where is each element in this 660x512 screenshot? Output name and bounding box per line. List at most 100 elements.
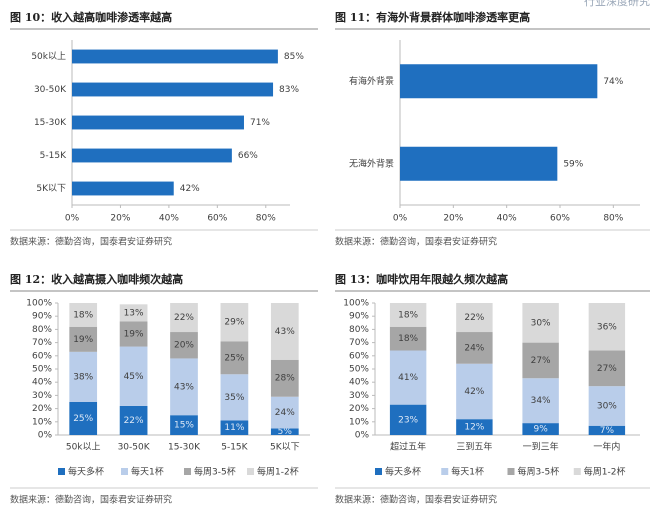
value-label: 43% [174, 382, 194, 392]
y-tick-label: 40% [349, 378, 369, 388]
legend-swatch [58, 468, 65, 475]
value-label: 45% [124, 372, 144, 382]
chart-source: 数据来源：德勤咨询，国泰君安证券研究 [335, 494, 497, 506]
chart-title: 图 12：收入越高摄入咖啡频次越高 [10, 272, 183, 286]
x-tick-label: 40% [159, 214, 179, 224]
legend-label: 每天多杯 [385, 466, 421, 478]
y-tick-label: 30% [32, 391, 52, 401]
x-tick-label: 80% [603, 214, 623, 224]
value-label: 71% [250, 118, 270, 128]
legend-swatch [247, 468, 254, 475]
legend-label: 每周3-5杯 [194, 466, 236, 478]
bar-segment [170, 358, 198, 416]
bar-segment [522, 342, 559, 379]
value-label: 24% [275, 408, 295, 418]
x-tick-label: 60% [550, 214, 570, 224]
bar-segment [69, 303, 98, 327]
value-label: 83% [279, 85, 299, 95]
y-tick-label: 30% [349, 391, 369, 401]
x-tick-label: 超过五年 [390, 441, 426, 453]
value-label: 38% [73, 372, 93, 382]
x-tick-label: 50k以上 [66, 442, 101, 453]
bar-segment [270, 396, 299, 429]
y-tick-label: 5K以下 [36, 184, 66, 194]
bar [72, 181, 174, 196]
bar-segment [456, 419, 493, 435]
legend-swatch [184, 468, 191, 475]
y-tick-label: 无海外背景 [349, 157, 394, 169]
y-tick-label: 0% [38, 431, 53, 441]
bar-segment [588, 425, 626, 435]
y-tick-label: 60% [32, 351, 52, 361]
y-tick-label: 60% [349, 351, 369, 361]
bar-segment [522, 378, 559, 424]
value-label: 59% [563, 159, 583, 169]
bar-segment [456, 303, 493, 333]
x-tick-label: 15-30K [168, 443, 201, 453]
value-label: 66% [238, 151, 258, 161]
bar-segment [119, 346, 148, 406]
chart-source: 数据来源：德勤咨询，国泰君安证券研究 [10, 494, 172, 506]
bar-segment [170, 303, 198, 333]
y-tick-label: 10% [32, 417, 52, 427]
legend-label: 每周3-5杯 [518, 466, 560, 478]
bar-segment [270, 359, 299, 397]
bar-segment [170, 415, 198, 435]
y-tick-label: 30-50K [34, 85, 67, 95]
value-label: 34% [531, 396, 551, 406]
bar-segment [220, 420, 249, 435]
x-tick-label: 0% [65, 214, 80, 224]
bar [400, 64, 598, 99]
y-tick-label: 50% [32, 365, 52, 375]
value-label: 7% [600, 426, 615, 436]
bar-segment [69, 402, 98, 435]
value-label: 74% [603, 77, 623, 87]
y-tick-label: 20% [349, 404, 369, 414]
y-tick-label: 20% [32, 404, 52, 414]
bar-segment [389, 350, 427, 405]
bar-segment [270, 303, 299, 360]
value-label: 18% [398, 310, 418, 320]
bar-segment [220, 303, 249, 342]
y-tick-label: 90% [349, 312, 369, 322]
y-tick-label: 10% [349, 417, 369, 427]
value-label: 22% [174, 313, 194, 323]
bar-segment [588, 386, 626, 426]
bar [400, 146, 558, 181]
value-label: 35% [224, 393, 244, 403]
value-label: 30% [531, 318, 551, 328]
legend-label: 每周1-2杯 [257, 466, 299, 478]
bar-segment [389, 303, 427, 327]
chart-title: 图 10：收入越高咖啡渗透率越高 [10, 10, 172, 24]
value-label: 42% [464, 387, 484, 397]
bar-segment [588, 350, 626, 387]
y-tick-label: 50% [349, 365, 369, 375]
bar-segment [220, 341, 249, 375]
value-label: 20% [174, 341, 194, 351]
legend-swatch [507, 468, 515, 475]
x-tick-label: 20% [110, 214, 130, 224]
bar-segment [270, 428, 299, 435]
bar-segment [69, 351, 98, 402]
value-label: 18% [73, 310, 93, 320]
y-tick-label: 80% [349, 325, 369, 335]
x-tick-label: 三到五年 [456, 441, 492, 453]
value-label: 19% [73, 335, 93, 345]
x-tick-label: 5-15K [221, 443, 248, 453]
value-label: 85% [284, 52, 304, 62]
bar-segment [522, 303, 559, 343]
value-label: 5% [278, 427, 293, 437]
y-tick-label: 70% [349, 338, 369, 348]
y-tick-label: 100% [26, 299, 52, 309]
legend-label: 每天1杯 [131, 466, 164, 478]
x-tick-label: 40% [497, 214, 517, 224]
x-tick-label: 0% [393, 214, 408, 224]
bar-segment [119, 405, 148, 435]
value-label: 27% [597, 364, 617, 374]
y-tick-label: 80% [32, 325, 52, 335]
legend-swatch [441, 468, 449, 475]
y-tick-label: 70% [32, 338, 52, 348]
value-label: 25% [73, 414, 93, 424]
y-tick-label: 15-30K [34, 118, 67, 128]
